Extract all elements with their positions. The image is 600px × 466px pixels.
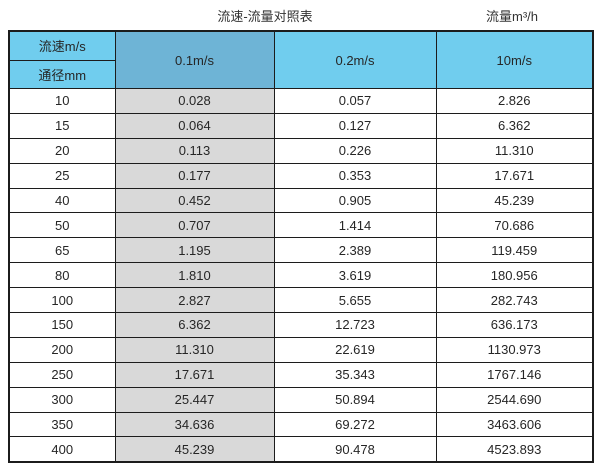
table-row: 50 0.707 1.414 70.686 [8,212,594,239]
cell-flow-0p2: 50.894 [273,386,437,413]
cell-flow-0p1: 0.177 [114,162,275,189]
table-row: 200 11.310 22.619 1130.973 [8,336,594,363]
cell-flow-10: 70.686 [435,212,594,239]
cell-diameter: 400 [8,436,116,463]
cell-flow-0p2: 0.127 [273,112,437,139]
cell-flow-0p1: 0.113 [114,137,275,164]
cell-flow-0p2: 0.353 [273,162,437,189]
cell-flow-10: 119.459 [435,237,594,264]
cell-flow-0p1: 0.064 [114,112,275,139]
table-row: 40 0.452 0.905 45.239 [8,187,594,214]
flow-unit-label: 流量m³/h [485,9,539,24]
cell-diameter: 100 [8,287,116,314]
cell-flow-0p1: 2.827 [114,287,275,314]
column-header-0p2ms: 0.2m/s [273,30,437,89]
cell-flow-0p2: 0.905 [273,187,437,214]
cell-flow-0p2: 0.226 [273,137,437,164]
cell-flow-10: 17.671 [435,162,594,189]
table-title: 流速-流量对照表 [217,9,313,24]
table-row: 15 0.064 0.127 6.362 [8,112,594,139]
cell-flow-0p2: 22.619 [273,336,437,363]
cell-flow-0p1: 11.310 [114,336,275,363]
cell-diameter: 15 [8,112,116,139]
cell-diameter: 65 [8,237,116,264]
table-row: 10 0.028 0.057 2.826 [8,88,594,114]
cell-flow-0p2: 2.389 [273,237,437,264]
title-bar: 流速-流量对照表 流量m³/h [0,3,600,27]
table-header: 流速m/s 0.1m/s 0.2m/s 10m/s 通径mm [8,30,594,89]
cell-diameter: 10 [8,88,116,114]
cell-diameter: 300 [8,386,116,413]
cell-flow-10: 2.826 [435,88,594,114]
cell-flow-0p1: 0.707 [114,212,275,239]
cell-diameter: 40 [8,187,116,214]
cell-flow-0p2: 1.414 [273,212,437,239]
table-row: 400 45.239 90.478 4523.893 [8,436,594,463]
cell-flow-0p2: 35.343 [273,361,437,388]
table-row: 20 0.113 0.226 11.310 [8,137,594,164]
cell-diameter: 200 [8,336,116,363]
cell-flow-0p2: 90.478 [273,436,437,463]
cell-flow-10: 636.173 [435,312,594,338]
table-row: 100 2.827 5.655 282.743 [8,287,594,314]
table-row: 250 17.671 35.343 1767.146 [8,361,594,388]
table-row: 350 34.636 69.272 3463.606 [8,411,594,438]
cell-flow-10: 4523.893 [435,436,594,463]
cell-flow-0p1: 17.671 [114,361,275,388]
cell-flow-0p1: 0.452 [114,187,275,214]
table-row: 300 25.447 50.894 2544.690 [8,386,594,413]
cell-diameter: 150 [8,312,116,338]
table-row: 150 6.362 12.723 636.173 [8,312,594,338]
cell-flow-0p1: 1.810 [114,262,275,289]
cell-flow-10: 6.362 [435,112,594,139]
cell-diameter: 20 [8,137,116,164]
flow-conversion-table: 流速m/s 0.1m/s 0.2m/s 10m/s 通径mm 10 0.028 0.… [8,30,594,464]
cell-flow-0p1: 25.447 [114,386,275,413]
cell-flow-0p2: 12.723 [273,312,437,338]
cell-flow-10: 2544.690 [435,386,594,413]
cell-diameter: 50 [8,212,116,239]
cell-diameter: 80 [8,262,116,289]
cell-flow-10: 1767.146 [435,361,594,388]
column-header-10ms: 10m/s [435,30,594,89]
table-row: 80 1.810 3.619 180.956 [8,262,594,289]
table-row: 25 0.177 0.353 17.671 [8,162,594,189]
column-header-0p1ms: 0.1m/s [114,30,275,89]
corner-header-diameter: 通径mm [8,59,116,89]
cell-diameter: 25 [8,162,116,189]
cell-flow-0p2: 5.655 [273,287,437,314]
cell-flow-10: 3463.606 [435,411,594,438]
table-body: 10 0.028 0.057 2.826 15 0.064 0.127 6.362 20 0.11… [8,88,594,463]
cell-flow-0p1: 34.636 [114,411,275,438]
cell-diameter: 350 [8,411,116,438]
cell-flow-0p1: 6.362 [114,312,275,338]
corner-header-velocity: 流速m/s [8,30,116,61]
cell-flow-10: 180.956 [435,262,594,289]
cell-flow-0p2: 69.272 [273,411,437,438]
cell-diameter: 250 [8,361,116,388]
cell-flow-0p2: 0.057 [273,88,437,114]
cell-flow-10: 1130.973 [435,336,594,363]
table-row: 65 1.195 2.389 119.459 [8,237,594,264]
cell-flow-10: 11.310 [435,137,594,164]
cell-flow-10: 282.743 [435,287,594,314]
cell-flow-0p1: 0.028 [114,88,275,114]
cell-flow-0p1: 1.195 [114,237,275,264]
cell-flow-10: 45.239 [435,187,594,214]
cell-flow-0p1: 45.239 [114,436,275,463]
cell-flow-0p2: 3.619 [273,262,437,289]
